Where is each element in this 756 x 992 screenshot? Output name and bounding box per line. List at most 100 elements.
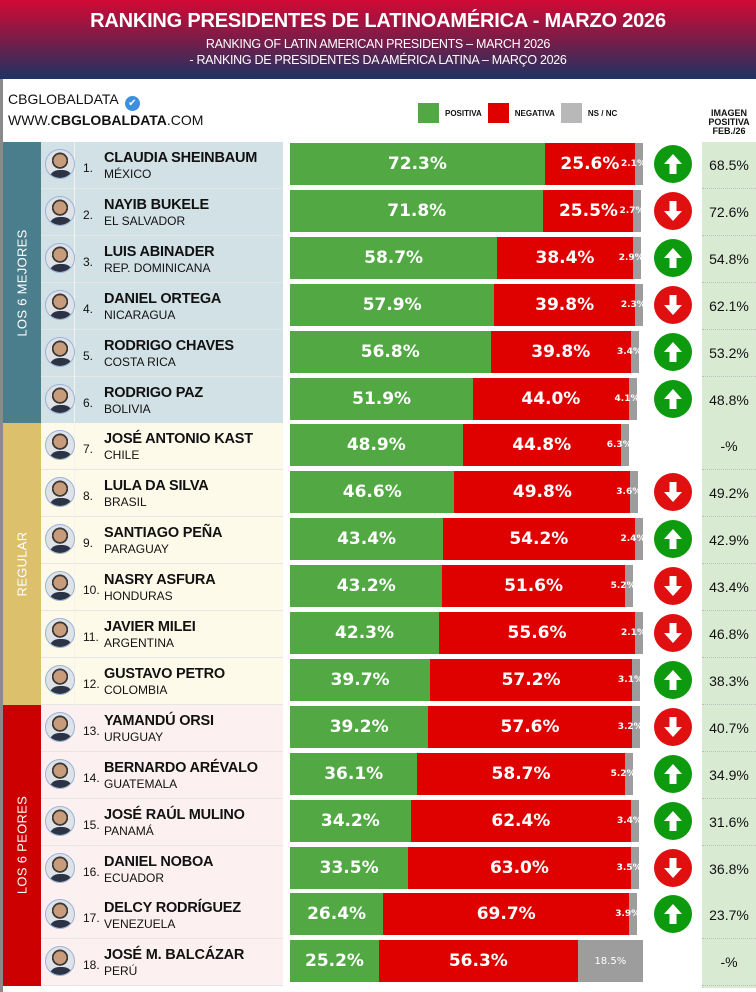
rank-number: 3. [83,254,94,269]
rank-number: 12. [83,676,100,691]
bar-nsnc: 3.2% [617,705,643,748]
arrow-up-icon [654,660,692,699]
rank-number: 8. [83,489,94,504]
bar-negative: 58.7% [417,752,625,795]
photo-cell [41,845,75,893]
country-name: BRASIL [104,495,147,510]
country-name: REP. DOMINICANA [104,260,211,275]
bar-negative: 39.8% [490,330,631,373]
bar-negative: 39.8% [494,283,635,326]
arrow-down-icon [654,614,692,652]
approval-bar: 58.7% 38.4% 2.9% [290,236,644,279]
bar-negative: 25.5% [543,189,634,232]
approval-bar: 56.8% 39.8% 3.4% [290,330,643,373]
country-name: EL SALVADOR [104,213,186,228]
photo-cell [41,329,75,377]
bar-negative: 57.6% [428,705,632,748]
bar-positive: 43.4% [290,518,444,561]
bar-negative: 62.4% [410,799,631,842]
arrow-down-icon [654,285,692,324]
bar-nsnc: 3.1% [618,658,643,701]
section-label: LOS 6 MEJORES [14,229,30,337]
avatar [45,477,75,508]
bar-positive: 46.6% [290,471,455,514]
bar-nsnc: 3.4% [616,799,642,842]
approval-bar: 26.4% 69.7% 3.9% [290,893,643,936]
approval-bar: 51.9% 44.0% 4.1% [290,377,643,420]
president-info: 9. SANTIAGO PEÑA PARAGUAY [41,517,283,565]
approval-bar: 33.5% 63.0% 3.5% [290,846,643,889]
legend-positive: POSITIVA [418,103,482,123]
legend-negative: NEGATIVA [487,103,555,123]
photo-cell [41,611,75,658]
photo-cell [41,517,75,565]
table-row: 13. YAMANDÚ ORSI URUGUAY 39.2% 57.6% 3.2% 40.7… [41,704,756,752]
country-name: NICARAGUA [104,307,176,322]
bar-positive: 36.1% [290,752,418,795]
bar-negative: 55.6% [439,612,635,654]
bar-nsnc: 2.9% [618,236,644,279]
avatar [45,618,75,648]
arrow-up-icon [654,238,692,277]
president-name: DELCY RODRÍGUEZ [104,900,241,917]
previous-positive-value: 36.8% [702,845,756,893]
president-name: RODRIGO PAZ [104,384,204,401]
rank-number: 10. [83,583,100,598]
country-name: HONDURAS [104,589,173,604]
section-label: LOS 6 PEORES [14,796,30,895]
previous-positive-value: 38.3% [702,657,756,705]
previous-positive-value: 62.1% [702,282,756,330]
president-info: 18. JOSÉ M. BALCÁZAR PERÚ [41,939,283,987]
section-band-2: LOS 6 PEORES [3,704,41,987]
president-name: LUIS ABINADER [104,243,215,260]
approval-bar: 36.1% 58.7% 5.2% [290,752,643,795]
rank-number: 14. [83,770,100,785]
header-banner: RANKING PRESIDENTES DE LATINOAMÉRICA - M… [0,0,756,79]
photo-cell [41,704,75,752]
avatar [45,242,75,273]
president-name: CLAUDIA SHEINBAUM [104,150,258,166]
president-info: 5. RODRIGO CHAVES COSTA RICA [41,329,283,377]
bar-negative: 44.8% [462,424,621,467]
table-row: 8. LULA DA SILVA BRASIL 46.6% 49.8% 3.6% 49.2% [41,470,756,518]
bar-negative: 25.6% [544,143,635,185]
president-name: LULA DA SILVA [104,478,209,495]
subtitle-english: RANKING OF LATIN AMERICAN PRESIDENTS – M… [205,37,551,51]
arrow-up-icon [654,754,692,793]
bar-nsnc: 18.5% [577,940,643,983]
arrow-down-icon [654,567,692,606]
page-title: RANKING PRESIDENTES DE LATINOAMÉRICA - M… [90,10,666,32]
bar-negative: 51.6% [442,565,625,608]
avatar [45,852,75,883]
bar-positive: 39.7% [290,658,431,701]
section-label: REGULAR [14,531,30,597]
approval-bar: 57.9% 39.8% 2.3% [290,283,646,326]
bar-negative: 69.7% [383,893,630,936]
bar-negative: 38.4% [497,236,633,279]
country-name: BOLIVIA [104,401,151,416]
table-row: 5. RODRIGO CHAVES COSTA RICA 56.8% 39.8% 3.4%… [41,329,756,377]
approval-bar: 72.3% 25.6% 2.1% [290,143,646,185]
bar-nsnc: 2.1% [621,143,646,185]
avatar [45,899,75,930]
approval-bar: 71.8% 25.5% 2.7% [290,189,644,232]
bar-positive: 72.3% [290,143,545,185]
president-info: 17. DELCY RODRÍGUEZ VENEZUELA [41,892,283,940]
president-info: 11. JAVIER MILEI ARGENTINA [41,611,283,658]
president-info: 13. YAMANDÚ ORSI URUGUAY [41,704,283,752]
previous-positive-value: 54.8% [702,235,756,283]
rank-number: 5. [83,348,94,363]
table-row: 18. JOSÉ M. BALCÁZAR PERÚ 25.2% 56.3% 18.5% -% [41,939,756,987]
bar-nsnc: 3.4% [616,330,642,373]
table-row: 14. BERNARDO ARÉVALO GUATEMALA 36.1% 58.7% 5.… [41,751,756,799]
bar-negative: 44.0% [473,377,629,420]
approval-bar: 39.2% 57.6% 3.2% [290,705,643,748]
arrow-down-icon [654,848,692,887]
photo-cell [41,376,75,424]
country-name: PARAGUAY [104,542,169,557]
country-name: COSTA RICA [104,354,176,369]
brand-url[interactable]: WWW.CBGLOBALDATA.COM [8,112,204,128]
bar-positive: 33.5% [290,846,409,889]
country-name: PERÚ [104,964,138,979]
previous-positive-value: 53.2% [702,329,756,377]
